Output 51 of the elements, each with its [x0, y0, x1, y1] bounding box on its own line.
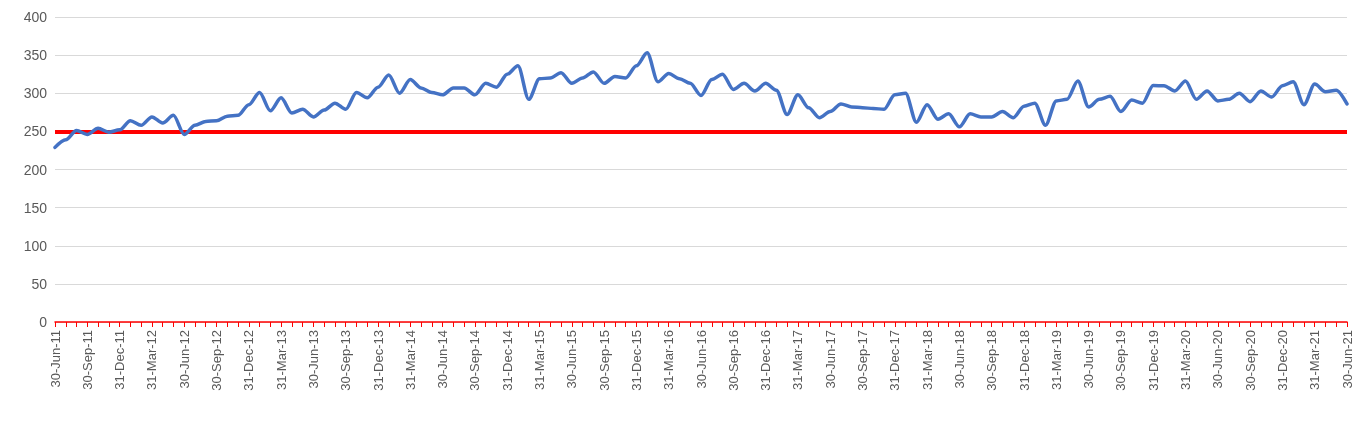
x-tick-label: 30-Jun-18	[951, 330, 967, 389]
x-tick-label: 30-Sep-13	[338, 330, 354, 391]
x-tick-label: 30-Sep-20	[1242, 330, 1258, 391]
x-tick-label: 31-Mar-13	[273, 330, 289, 390]
x-tick-label: 30-Sep-12	[209, 330, 224, 391]
y-tick-label: 400	[23, 9, 48, 25]
x-tick-label: 30-Jun-16	[693, 330, 709, 389]
x-tick-label: 30-Jun-19	[1081, 330, 1097, 389]
x-tick-label: 31-Mar-15	[532, 330, 547, 390]
y-tick-label: 250	[23, 123, 48, 140]
x-tick-label: 31-Dec-11	[112, 330, 128, 390]
x-tick-label: 31-Dec-14	[499, 330, 515, 391]
y-tick-label: 350	[23, 47, 48, 64]
x-tick-label: 30-Sep-14	[467, 330, 483, 391]
x-tick-label: 31-Mar-16	[661, 330, 677, 390]
x-tick-label: 30-Sep-18	[984, 330, 1000, 391]
x-tick-label: 31-Mar-17	[790, 330, 806, 390]
x-tick-label: 31-Dec-13	[370, 330, 386, 391]
x-tick-label: 30-Jun-14	[435, 330, 451, 389]
x-tick-label: 31-Dec-16	[758, 330, 774, 391]
x-tick-label: 30-Jun-20	[1210, 330, 1226, 389]
y-tick-label: 50	[31, 275, 48, 292]
x-tick-label: 31-Dec-12	[241, 330, 257, 391]
x-tick-label: 30-Jun-17	[822, 330, 838, 389]
x-tick-label: 30-Sep-11	[79, 330, 95, 390]
x-tick-label: 30-Jun-11	[47, 330, 63, 388]
x-tick-label: 31-Dec-19	[1145, 330, 1161, 391]
x-tick-label: 30-Sep-15	[596, 330, 612, 391]
y-tick-label: 300	[23, 85, 48, 102]
y-tick-label: 0	[39, 314, 48, 330]
x-tick-label: 31-Dec-20	[1274, 330, 1290, 391]
y-tick-label: 200	[23, 161, 48, 178]
x-tick-label: 30-Sep-16	[725, 330, 741, 391]
x-tick-label: 31-Dec-15	[628, 330, 644, 391]
y-tick-label: 150	[23, 199, 48, 216]
x-tick-label: 30-Jun-15	[564, 330, 580, 389]
x-tick-label: 30-Jun-12	[176, 330, 192, 389]
x-tick-label: 31-Dec-17	[887, 330, 903, 391]
x-tick-label: 30-Jun-13	[305, 330, 321, 389]
x-tick-label: 30-Jun-21	[1339, 330, 1355, 389]
x-tick-label: 31-Mar-21	[1307, 330, 1323, 390]
x-tick-label: 31-Mar-19	[1048, 330, 1064, 390]
x-tick-label: 31-Mar-18	[919, 330, 935, 390]
x-tick-label: 31-Mar-20	[1178, 330, 1193, 390]
y-tick-label: 100	[23, 237, 48, 254]
x-tick-label: 31-Dec-18	[1016, 330, 1032, 391]
line-series	[53, 51, 1349, 150]
x-tick-label: 30-Sep-17	[855, 330, 870, 391]
x-tick-label: 31-Mar-14	[402, 330, 418, 390]
x-tick-label: 31-Mar-12	[144, 330, 160, 390]
x-tick-label: 30-Sep-19	[1113, 330, 1129, 391]
